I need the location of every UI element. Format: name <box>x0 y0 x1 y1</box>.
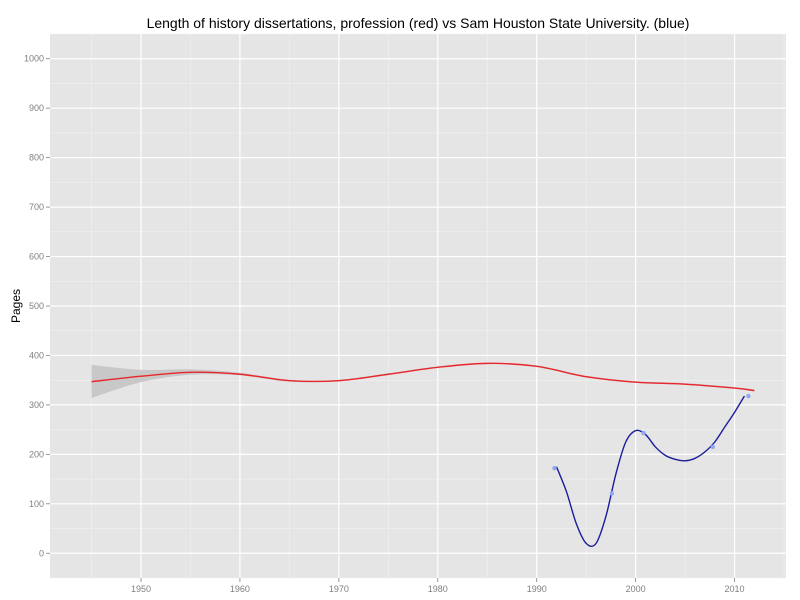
chart-title: Length of history dissertations, profess… <box>147 15 690 31</box>
x-axis: 1950 1960 1970 1980 1990 2000 2010 <box>131 578 745 594</box>
y-axis-label: Pages <box>9 289 23 323</box>
sam-houston-data-point <box>641 430 646 436</box>
y-tick-label: 400 <box>29 350 44 360</box>
y-tick-label: 500 <box>29 301 44 311</box>
y-tick-label: 0 <box>39 548 44 558</box>
x-tick-label: 1950 <box>131 584 151 594</box>
x-tick-label: 1980 <box>428 584 448 594</box>
x-tick-label: 2000 <box>626 584 646 594</box>
x-tick-label: 1960 <box>230 584 250 594</box>
sam-houston-data-point <box>609 491 615 496</box>
profession-trend-line <box>91 362 755 392</box>
y-tick-label: 600 <box>29 252 44 262</box>
y-tick-label: 300 <box>29 400 44 410</box>
x-tick-label: 2010 <box>725 584 745 594</box>
sam-houston-data-point <box>710 444 715 450</box>
y-tick-label: 1000 <box>24 54 44 64</box>
y-tick-label: 900 <box>29 103 44 113</box>
series-layer <box>91 362 755 548</box>
sam-houston-data-point <box>552 466 557 471</box>
y-tick-label: 700 <box>29 202 44 212</box>
grid-lines <box>50 33 786 579</box>
x-tick-label: 1970 <box>329 584 349 594</box>
sam-houston-data-point <box>746 393 751 399</box>
y-axis: 0 100 200 300 400 500 600 700 800 900 1000 <box>24 54 50 558</box>
y-tick-label: 800 <box>29 153 44 163</box>
sam-houston-trend-line <box>555 395 746 548</box>
y-tick-label: 100 <box>29 499 44 509</box>
y-tick-label: 200 <box>29 449 44 459</box>
x-tick-label: 1990 <box>527 584 547 594</box>
points-layer <box>552 393 751 496</box>
